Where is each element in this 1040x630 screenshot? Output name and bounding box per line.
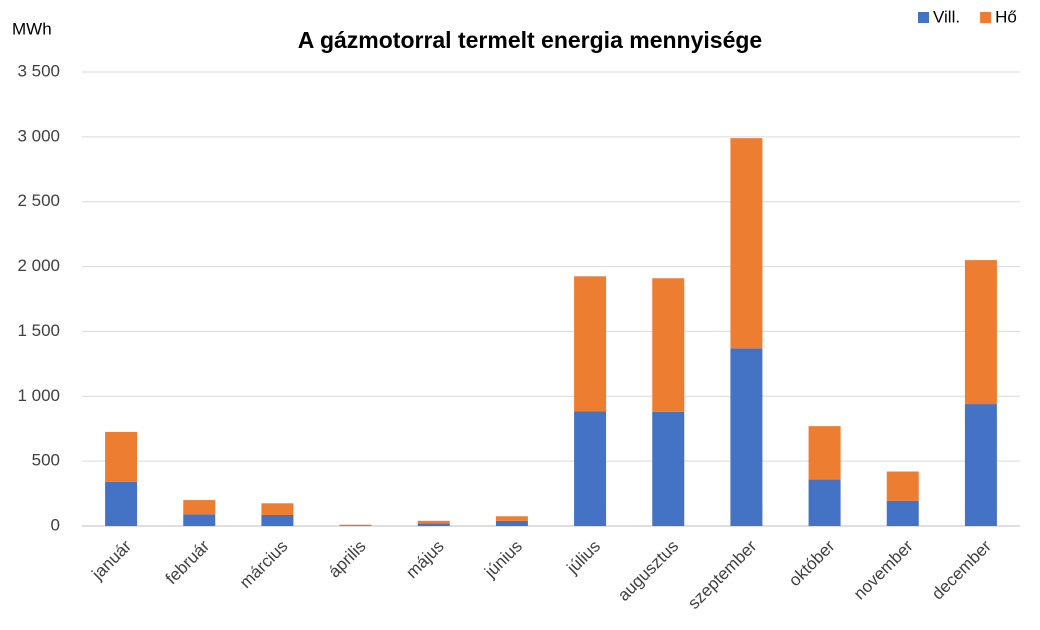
bar-segment — [964, 260, 997, 405]
legend-label: Hő — [995, 7, 1017, 26]
x-tick-label: június — [480, 537, 526, 583]
bar-segment — [261, 514, 294, 526]
bar-segment — [574, 411, 607, 526]
x-tick-label: március — [236, 537, 292, 593]
x-tick-label: december — [928, 536, 995, 603]
y-axis-label: MWh — [12, 19, 52, 38]
legend-swatch — [980, 12, 992, 23]
bar-segment — [808, 426, 841, 480]
y-tick-label: 3 500 — [17, 61, 60, 80]
y-tick-label: 0 — [51, 515, 60, 534]
y-tick-label: 1 000 — [17, 386, 60, 405]
bar-segment — [730, 348, 763, 526]
bar-segment — [886, 471, 919, 501]
x-tick-label: január — [88, 536, 136, 584]
bar-segment — [261, 503, 294, 515]
y-tick-label: 3 000 — [17, 126, 60, 145]
x-tick-label: április — [325, 537, 370, 582]
x-tick-label: október — [785, 536, 839, 590]
bar-segment — [417, 523, 450, 526]
bar-segment — [886, 500, 919, 526]
bar-segment — [183, 500, 216, 515]
x-tick-label: július — [563, 537, 605, 579]
legend-swatch — [918, 12, 929, 23]
bar-segment — [964, 404, 997, 526]
bar-segment — [574, 276, 607, 412]
bar-segment — [105, 481, 138, 526]
x-tick-label: november — [850, 536, 917, 603]
x-tick-label: szeptember — [684, 536, 760, 612]
bar-segment — [730, 138, 763, 349]
bar-segment — [652, 411, 685, 526]
bar-segment — [808, 479, 841, 526]
legend-label: Vill. — [933, 7, 960, 26]
y-tick-label: 2 000 — [17, 256, 60, 275]
bar-segment — [339, 524, 372, 526]
bar-segment — [495, 516, 528, 521]
y-tick-label: 1 500 — [17, 321, 60, 340]
bar-segment — [652, 278, 685, 412]
x-tick-label: február — [162, 536, 214, 588]
x-tick-label: augusztus — [614, 537, 682, 605]
y-tick-label: 500 — [32, 451, 60, 470]
y-tick-label: 2 500 — [17, 191, 60, 210]
x-tick-label: május — [402, 537, 448, 583]
bar-segment — [183, 514, 216, 526]
bar-segment — [417, 520, 450, 524]
bar-segment — [105, 431, 138, 482]
bar-segment — [495, 520, 528, 526]
chart-title: A gázmotorral termelt energia mennyisége — [298, 27, 762, 53]
